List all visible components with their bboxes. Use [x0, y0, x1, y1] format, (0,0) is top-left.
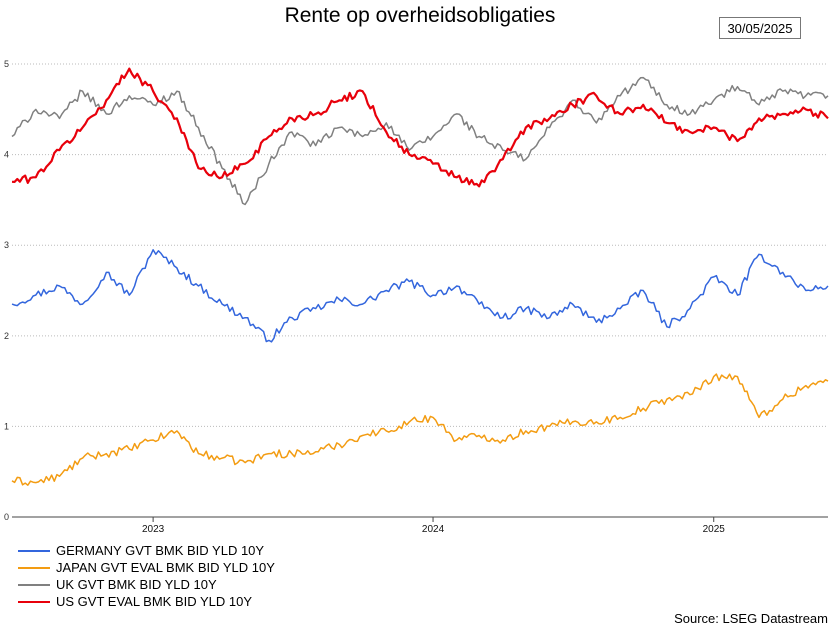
date-label: 30/05/2025 [719, 17, 801, 39]
legend-label-germany: GERMANY GVT BMK BID YLD 10Y [56, 543, 265, 558]
legend-label-japan: JAPAN GVT EVAL BMK BID YLD 10Y [56, 560, 275, 575]
legend-swatch-uk [18, 584, 50, 586]
y-tick-label-3: 3 [4, 240, 9, 250]
y-tick-label-4: 4 [4, 150, 9, 160]
y-axis-ticks: 0 1 2 3 4 5 [4, 59, 9, 522]
y-tick-label-1: 1 [4, 421, 9, 431]
series-line-japan [11, 373, 829, 486]
grid-lines [12, 63, 828, 518]
x-tick-label-2023: 2023 [142, 524, 165, 535]
series-line-us [11, 67, 829, 188]
series-line-germany [11, 249, 829, 343]
legend-label-uk: UK GVT BMK BID YLD 10Y [56, 577, 217, 592]
legend-label-us: US GVT EVAL BMK BID YLD 10Y [56, 594, 253, 609]
series-lines [11, 67, 829, 486]
series-line-uk [11, 76, 829, 206]
x-tick-label-2024: 2024 [422, 524, 445, 535]
legend-swatch-germany [18, 550, 50, 552]
legend-swatch-japan [18, 567, 50, 569]
y-tick-label-5: 5 [4, 59, 9, 69]
chart-title: Rente op overheidsobligaties [284, 4, 556, 27]
source-note: Source: LSEG Datastream [674, 611, 828, 626]
y-tick-label-0: 0 [4, 512, 9, 522]
x-axis: 2023 2024 2025 [12, 516, 828, 535]
legend-swatch-us [18, 601, 50, 603]
x-tick-label-2025: 2025 [703, 524, 726, 535]
y-tick-label-2: 2 [4, 331, 9, 341]
